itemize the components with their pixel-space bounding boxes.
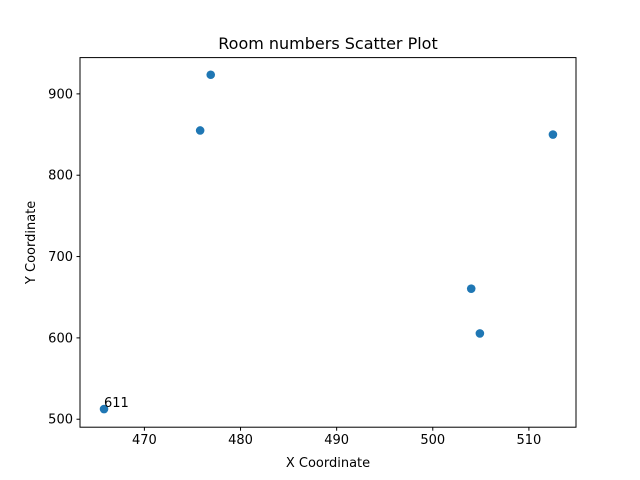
data-point [195,126,205,135]
x-tick-label: 510 [516,433,541,448]
y-tick-label: 500 [48,413,73,428]
x-tick-label: 480 [228,433,253,448]
y-tick-label: 900 [48,87,73,102]
data-point [466,284,476,293]
x-tick-label: 500 [420,433,445,448]
data-points [99,70,558,414]
y-axis-title: Y Coordinate [24,201,39,285]
plot-frame [79,57,577,428]
y-tick-label: 700 [48,250,73,265]
x-tick-label: 470 [132,433,157,448]
y-tick-label: 600 [48,331,73,346]
data-point [206,70,216,80]
x-tick-label: 490 [324,433,349,448]
y-tick-label: 800 [48,169,73,184]
y-axis-ticks: 500 600 700 800 900 [48,87,80,428]
data-point [475,329,485,338]
chart-title: Room numbers Scatter Plot [218,34,437,53]
point-label: 611 [104,396,129,411]
data-point [548,130,558,139]
x-axis-ticks: 470 480 490 500 510 [132,427,541,448]
data-point [99,404,109,414]
point-annotations: 611 [104,396,129,411]
plot-area [80,57,576,428]
x-axis-title: X Coordinate [286,456,370,471]
